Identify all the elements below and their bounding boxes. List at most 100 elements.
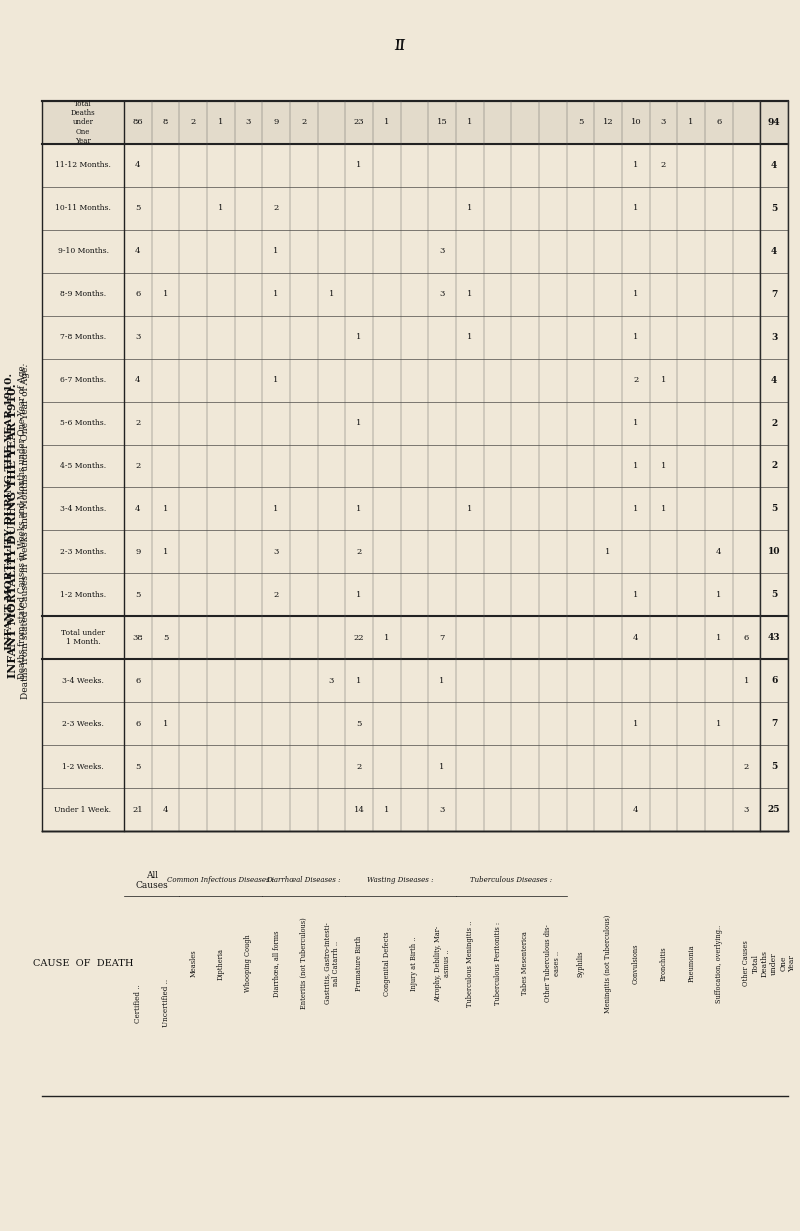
Text: 1-2 Weeks.: 1-2 Weeks. bbox=[62, 762, 104, 771]
Text: Tuberculous Meningitis ..: Tuberculous Meningitis .. bbox=[466, 921, 474, 1007]
Text: 2: 2 bbox=[190, 118, 196, 127]
Text: 2: 2 bbox=[357, 548, 362, 556]
Text: 6: 6 bbox=[135, 677, 141, 684]
Text: Diarrhœal Diseases :: Diarrhœal Diseases : bbox=[266, 876, 341, 885]
Text: 1: 1 bbox=[716, 720, 722, 728]
Text: Bronchitis: Bronchitis bbox=[659, 947, 667, 981]
Text: 2: 2 bbox=[661, 161, 666, 170]
Text: 1: 1 bbox=[633, 291, 638, 298]
Text: 4: 4 bbox=[771, 161, 778, 170]
Text: II: II bbox=[394, 39, 406, 53]
Text: 1: 1 bbox=[163, 720, 168, 728]
Text: 7: 7 bbox=[771, 719, 778, 729]
Text: 1: 1 bbox=[633, 505, 638, 513]
Text: 1: 1 bbox=[218, 118, 223, 127]
Text: 10: 10 bbox=[768, 548, 781, 556]
Text: Atrophy, Debility, Mar-
asmus ..: Atrophy, Debility, Mar- asmus .. bbox=[434, 926, 450, 1002]
Text: 1: 1 bbox=[274, 377, 279, 384]
Text: Suffocation, overlying..: Suffocation, overlying.. bbox=[715, 924, 723, 1002]
Text: Meningitis (not Tuberculous): Meningitis (not Tuberculous) bbox=[604, 915, 612, 1013]
Text: 1: 1 bbox=[467, 204, 473, 213]
Text: 1: 1 bbox=[633, 161, 638, 170]
Text: 1: 1 bbox=[163, 548, 168, 556]
Text: 7: 7 bbox=[439, 634, 445, 641]
Text: 1: 1 bbox=[467, 334, 473, 341]
Text: 4: 4 bbox=[135, 161, 141, 170]
Text: 1: 1 bbox=[661, 505, 666, 513]
Text: 6: 6 bbox=[771, 676, 778, 686]
Text: 1: 1 bbox=[357, 334, 362, 341]
Text: 4: 4 bbox=[633, 805, 638, 814]
Text: 2: 2 bbox=[634, 377, 638, 384]
Text: Tuberculous Diseases :: Tuberculous Diseases : bbox=[470, 876, 552, 885]
Text: 4: 4 bbox=[716, 548, 722, 556]
Text: 2: 2 bbox=[135, 462, 141, 470]
Text: 5: 5 bbox=[771, 762, 778, 771]
Text: 1: 1 bbox=[467, 118, 473, 127]
Text: 43: 43 bbox=[768, 633, 781, 643]
Text: 4: 4 bbox=[135, 377, 141, 384]
Text: 1: 1 bbox=[357, 419, 362, 427]
Text: Under 1 Week.: Under 1 Week. bbox=[54, 805, 111, 814]
Text: 3: 3 bbox=[439, 291, 445, 298]
Text: 4: 4 bbox=[771, 375, 778, 384]
Text: 23: 23 bbox=[354, 118, 365, 127]
Text: 1: 1 bbox=[633, 419, 638, 427]
Text: 6: 6 bbox=[135, 720, 141, 728]
Text: 25: 25 bbox=[768, 805, 781, 814]
Text: 3: 3 bbox=[439, 805, 445, 814]
Text: 2: 2 bbox=[771, 419, 778, 427]
Text: 6: 6 bbox=[716, 118, 722, 127]
Text: 5: 5 bbox=[135, 591, 141, 598]
Text: Other Tuberculous dis-
eases ..: Other Tuberculous dis- eases .. bbox=[544, 924, 562, 1002]
Text: All
Causes: All Causes bbox=[135, 870, 168, 890]
Text: 2-3 Weeks.: 2-3 Weeks. bbox=[62, 720, 104, 728]
Text: 4: 4 bbox=[633, 634, 638, 641]
Text: 3-4 Months.: 3-4 Months. bbox=[60, 505, 106, 513]
Text: Gastritis, Gastro-intesti-
nal Catarrh ..: Gastritis, Gastro-intesti- nal Catarrh .… bbox=[323, 922, 340, 1004]
Text: 22: 22 bbox=[354, 634, 365, 641]
Text: 5: 5 bbox=[357, 720, 362, 728]
Text: 1: 1 bbox=[716, 634, 722, 641]
Text: Certified ..: Certified .. bbox=[134, 984, 142, 1023]
Text: Congenital Defects: Congenital Defects bbox=[383, 931, 391, 996]
Text: 6: 6 bbox=[744, 634, 749, 641]
Text: 3: 3 bbox=[439, 247, 445, 255]
Text: 5: 5 bbox=[771, 591, 778, 599]
Text: 1: 1 bbox=[357, 677, 362, 684]
Text: 1: 1 bbox=[384, 118, 390, 127]
Text: Common Infectious Diseases :: Common Infectious Diseases : bbox=[167, 876, 274, 885]
Text: 1: 1 bbox=[329, 291, 334, 298]
Text: Tuberculous Peritonitis :: Tuberculous Peritonitis : bbox=[494, 922, 502, 1004]
Text: 9: 9 bbox=[135, 548, 141, 556]
Text: Convulsions: Convulsions bbox=[632, 943, 640, 984]
Text: 1: 1 bbox=[384, 805, 390, 814]
Text: 1: 1 bbox=[633, 720, 638, 728]
Text: Diarrhœa, all forms: Diarrhœa, all forms bbox=[272, 931, 280, 997]
Text: 9-10 Months.: 9-10 Months. bbox=[58, 247, 109, 255]
Text: 1: 1 bbox=[633, 462, 638, 470]
Text: II: II bbox=[394, 39, 406, 53]
Text: Pneumonia: Pneumonia bbox=[687, 944, 695, 982]
Text: 3: 3 bbox=[135, 334, 141, 341]
Text: 5: 5 bbox=[135, 762, 141, 771]
Text: 1: 1 bbox=[467, 505, 473, 513]
Text: Wasting Diseases :: Wasting Diseases : bbox=[367, 876, 434, 885]
Text: 1: 1 bbox=[633, 204, 638, 213]
Text: 1: 1 bbox=[661, 377, 666, 384]
Text: 2-3 Months.: 2-3 Months. bbox=[60, 548, 106, 556]
Text: 8: 8 bbox=[163, 118, 168, 127]
Text: Measles: Measles bbox=[189, 949, 197, 977]
Text: 2: 2 bbox=[357, 762, 362, 771]
Text: 2: 2 bbox=[274, 204, 278, 213]
Text: 10: 10 bbox=[630, 118, 641, 127]
Text: Deaths from stated Causes in Weeks and Months under One Year of Age.: Deaths from stated Causes in Weeks and M… bbox=[18, 363, 27, 680]
Text: 10-11 Months.: 10-11 Months. bbox=[55, 204, 111, 213]
Text: 14: 14 bbox=[354, 805, 365, 814]
Text: 2: 2 bbox=[771, 462, 778, 470]
Text: 1: 1 bbox=[439, 762, 445, 771]
Text: 1: 1 bbox=[163, 291, 168, 298]
Text: 1: 1 bbox=[357, 591, 362, 598]
Text: 15: 15 bbox=[437, 118, 447, 127]
Text: 1: 1 bbox=[357, 505, 362, 513]
